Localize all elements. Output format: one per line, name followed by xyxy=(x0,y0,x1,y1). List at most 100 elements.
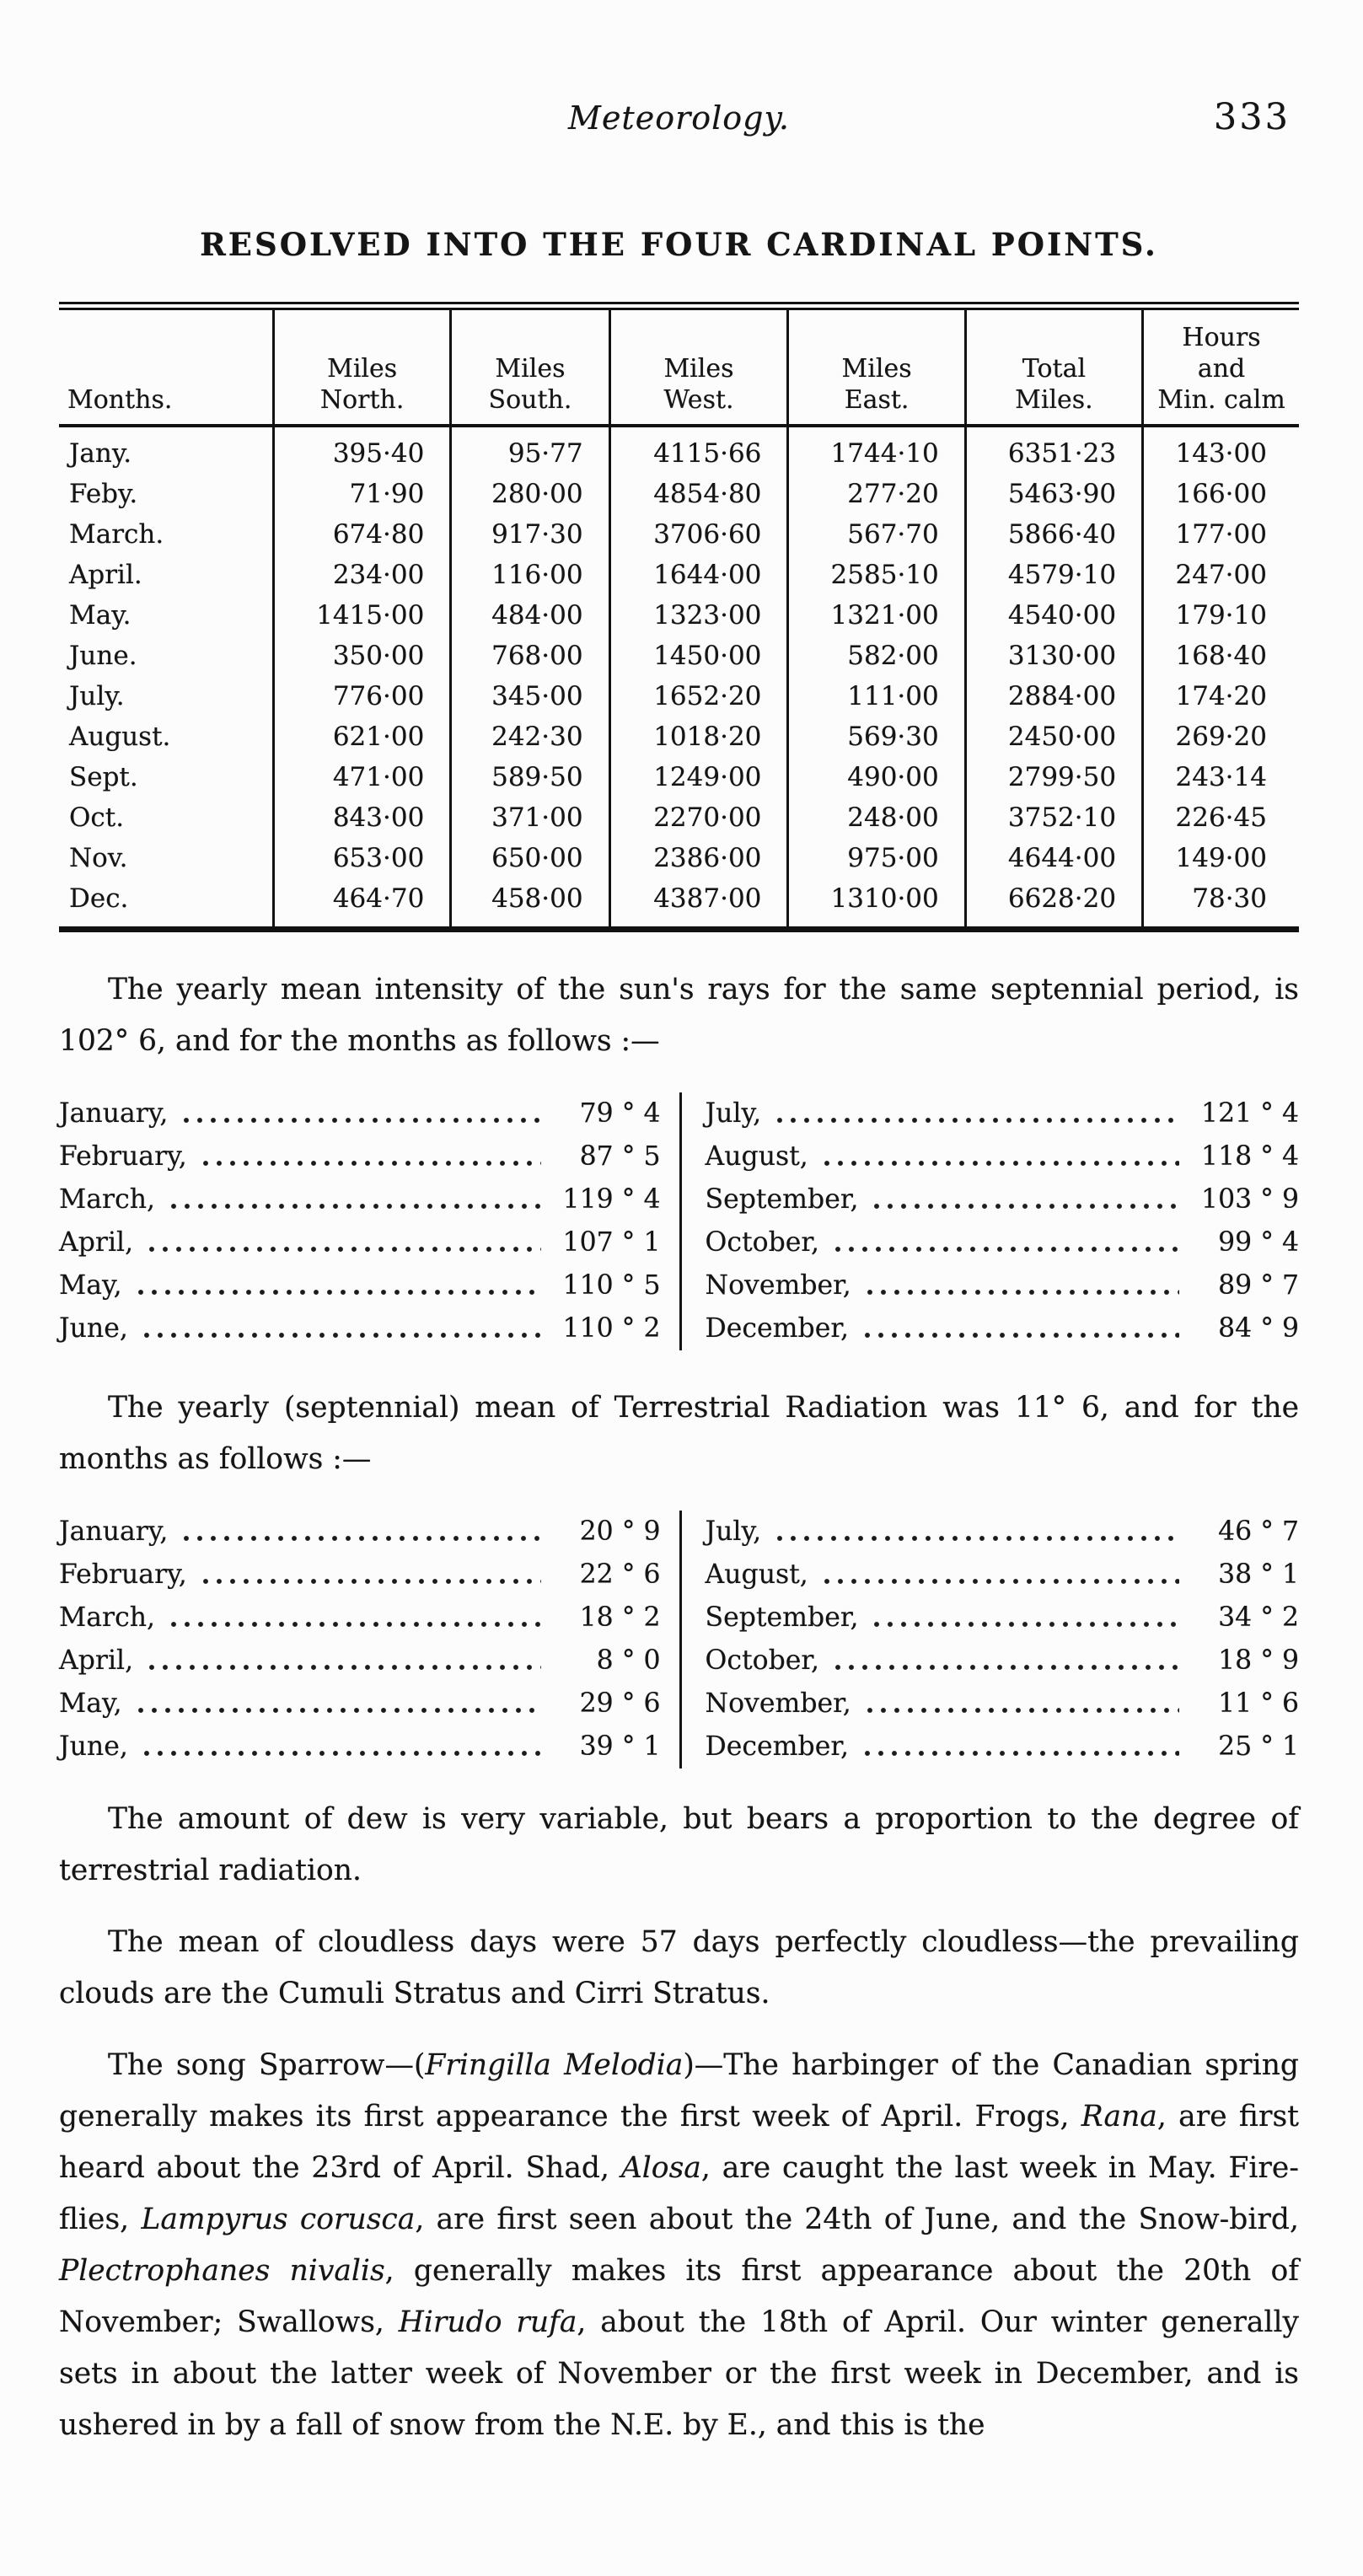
list-item: December, 84 ° 9 xyxy=(706,1307,1300,1350)
paragraph-sun-intensity-intro: The yearly mean intensity of the sun's r… xyxy=(59,973,1299,1058)
list-item: August, 38 ° 1 xyxy=(706,1554,1300,1597)
list-item: February, 87 ° 5 xyxy=(59,1135,661,1178)
list-item: April, 107 ° 1 xyxy=(59,1221,661,1264)
month-label: May, xyxy=(59,1688,122,1719)
list-item: June, 39 ° 1 xyxy=(59,1725,661,1768)
table-cell: 917·30 xyxy=(449,514,610,555)
table-row: April. 234·00 116·00 1644·00 2585·10 457… xyxy=(59,555,1299,595)
list-item: October, 18 ° 9 xyxy=(706,1640,1300,1682)
dot-leader xyxy=(829,1663,1179,1672)
table-cell: 1415·00 xyxy=(271,595,451,636)
cardinal-points-table: Months. Miles North. Miles South. Miles … xyxy=(59,302,1299,932)
table-cell: 843·00 xyxy=(271,797,451,838)
terrestrial-radiation-list: January, 20 ° 9 February, 22 ° 6 March, … xyxy=(59,1511,1299,1768)
table-cell: 975·00 xyxy=(786,838,966,878)
list-item: September, 34 ° 2 xyxy=(706,1597,1300,1640)
degree-value: 38 ° 1 xyxy=(1218,1559,1299,1590)
dot-leader xyxy=(868,1620,1179,1629)
table-cell: 226·45 xyxy=(1141,797,1299,838)
degree-value: 118 ° 4 xyxy=(1201,1141,1299,1172)
list-item: March, 119 ° 4 xyxy=(59,1178,661,1221)
table-cell: 116·00 xyxy=(449,555,610,595)
month-label: March, xyxy=(59,1602,156,1633)
table-cell: 2585·10 xyxy=(786,555,966,595)
table-cell: 71·90 xyxy=(271,474,451,514)
page-number: 333 xyxy=(1213,96,1291,138)
table-cell: 6351·23 xyxy=(963,426,1143,474)
table-cell: 111·00 xyxy=(786,676,966,716)
dot-leader xyxy=(137,1331,541,1339)
dot-leader xyxy=(178,1534,541,1543)
table-cell: 179·10 xyxy=(1141,595,1299,636)
table-cell: 4387·00 xyxy=(608,878,788,930)
list-item: January, 20 ° 9 xyxy=(59,1511,661,1554)
sun-intensity-list-right-column: July, 121 ° 4 August, 118 ° 4 September,… xyxy=(679,1092,1300,1350)
degree-value: 84 ° 9 xyxy=(1218,1313,1299,1344)
table-cell: 582·00 xyxy=(786,636,966,676)
degree-value: 25 ° 1 xyxy=(1218,1731,1299,1762)
table-cell: 166·00 xyxy=(1141,474,1299,514)
month-label: December, xyxy=(705,1313,849,1344)
degree-value: 107 ° 1 xyxy=(562,1227,661,1258)
month-cell: March. xyxy=(69,519,164,550)
month-label: February, xyxy=(59,1141,187,1172)
month-label: May, xyxy=(59,1270,122,1301)
degree-value: 110 ° 5 xyxy=(562,1270,661,1301)
dot-leader xyxy=(818,1159,1179,1167)
column-header-hours-calm: Hours and Min. calm xyxy=(1141,306,1299,427)
month-cell: June. xyxy=(69,641,137,671)
table-row: Nov. 653·00 650·00 2386·00 975·00 4644·0… xyxy=(59,838,1299,878)
dot-leader xyxy=(196,1159,541,1167)
running-header: Meteorology. 333 xyxy=(59,96,1299,153)
table-cell: 2450·00 xyxy=(963,716,1143,757)
table-cell: 458·00 xyxy=(449,878,610,930)
degree-value: 11 ° 6 xyxy=(1218,1688,1299,1719)
table-cell: 1652·20 xyxy=(608,676,788,716)
table-cell: 3752·10 xyxy=(963,797,1143,838)
table-row: Feby. 71·90 280·00 4854·80 277·20 5463·9… xyxy=(59,474,1299,514)
month-label: August, xyxy=(705,1141,808,1172)
sun-intensity-list-left-column: January, 79 ° 4 February, 87 ° 5 March, … xyxy=(59,1092,679,1350)
table-cell: 2270·00 xyxy=(608,797,788,838)
table-cell: 5866·40 xyxy=(963,514,1143,555)
degree-value: 20 ° 9 xyxy=(579,1516,661,1547)
list-item: May, 29 ° 6 xyxy=(59,1682,661,1725)
table-cell: 95·77 xyxy=(449,426,610,474)
table-cell: 5463·90 xyxy=(963,474,1143,514)
radiation-list-left-column: January, 20 ° 9 February, 22 ° 6 March, … xyxy=(59,1511,679,1768)
table-cell: 4579·10 xyxy=(963,555,1143,595)
degree-value: 18 ° 9 xyxy=(1218,1645,1299,1676)
dot-leader xyxy=(196,1577,541,1586)
degree-value: 110 ° 2 xyxy=(562,1313,661,1344)
month-label: November, xyxy=(705,1688,851,1719)
month-label: January, xyxy=(59,1516,169,1547)
table-cell: 4115·66 xyxy=(608,426,788,474)
dot-leader xyxy=(771,1116,1179,1124)
month-label: October, xyxy=(705,1645,820,1676)
table-cell: 247·00 xyxy=(1141,555,1299,595)
table-cell: 674·80 xyxy=(271,514,451,555)
month-cell: May. xyxy=(69,600,131,631)
table-cell: 3706·60 xyxy=(608,514,788,555)
table-cell: 248·00 xyxy=(786,797,966,838)
section-title: RESOLVED INTO THE FOUR CARDINAL POINTS. xyxy=(200,226,1158,263)
dot-leader xyxy=(858,1749,1179,1758)
degree-value: 99 ° 4 xyxy=(1218,1227,1299,1258)
table-cell: 4540·00 xyxy=(963,595,1143,636)
dot-leader xyxy=(868,1202,1179,1210)
paragraph-cloudless-days: The mean of cloudless days were 57 days … xyxy=(59,1925,1299,2010)
degree-value: 46 ° 7 xyxy=(1218,1516,1299,1547)
column-header-miles-west: Miles West. xyxy=(608,306,788,427)
table-cell: 4854·80 xyxy=(608,474,788,514)
dot-leader xyxy=(131,1288,541,1296)
list-item: November, 89 ° 7 xyxy=(706,1264,1300,1307)
table-row: March. 674·80 917·30 3706·60 567·70 5866… xyxy=(59,514,1299,555)
table-cell: 653·00 xyxy=(271,838,451,878)
table-cell: 471·00 xyxy=(271,757,451,797)
table-cell: 234·00 xyxy=(271,555,451,595)
table-cell: 243·14 xyxy=(1141,757,1299,797)
table-cell: 589·50 xyxy=(449,757,610,797)
dot-leader xyxy=(858,1331,1179,1339)
column-header-miles-south: Miles South. xyxy=(449,306,610,427)
table-cell: 569·30 xyxy=(786,716,966,757)
